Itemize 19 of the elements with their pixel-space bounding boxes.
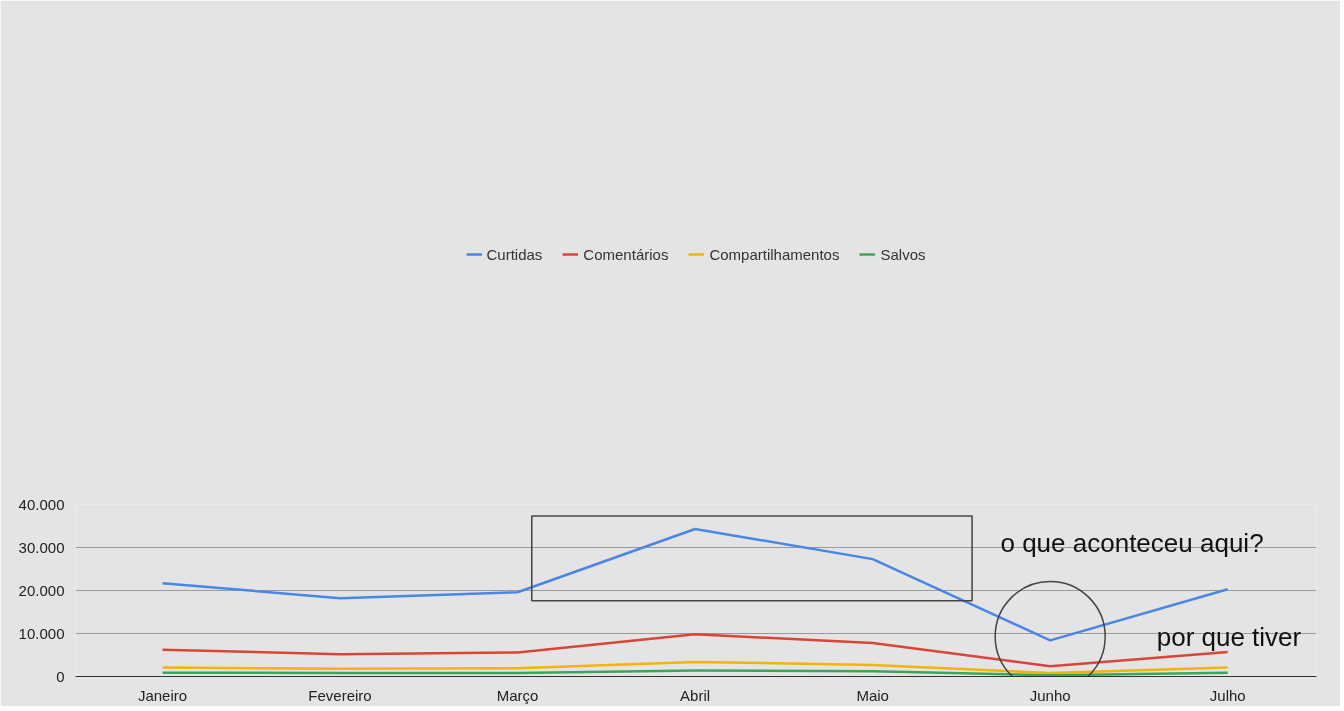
y-tick-label: 10.000: [18, 624, 65, 642]
legend-label: Curtidas: [486, 245, 543, 263]
x-tick-label: Janeiro: [137, 686, 188, 704]
legend-label: Compartilhamentos: [709, 245, 840, 263]
legend-label: Salvos: [880, 245, 926, 263]
x-tick-label: Junho: [1029, 686, 1071, 704]
annotation: por que tiver: [1156, 621, 1302, 652]
x-tick-label: Fevereiro: [308, 686, 372, 704]
legend-label: Comentários: [583, 245, 669, 263]
x-tick-label: Março: [496, 686, 539, 704]
y-tick-label: 20.000: [18, 581, 65, 599]
x-tick-label: Abril: [680, 686, 711, 704]
y-tick-label: 40.000: [18, 495, 65, 513]
y-tick-label: 30.000: [18, 538, 65, 556]
x-tick-label: Maio: [856, 686, 889, 704]
annotation: o que aconteceu aqui?: [1000, 528, 1264, 559]
y-tick-label: 0: [56, 667, 65, 685]
line-series: [161, 660, 1229, 675]
x-tick-label: Julho: [1209, 686, 1246, 704]
